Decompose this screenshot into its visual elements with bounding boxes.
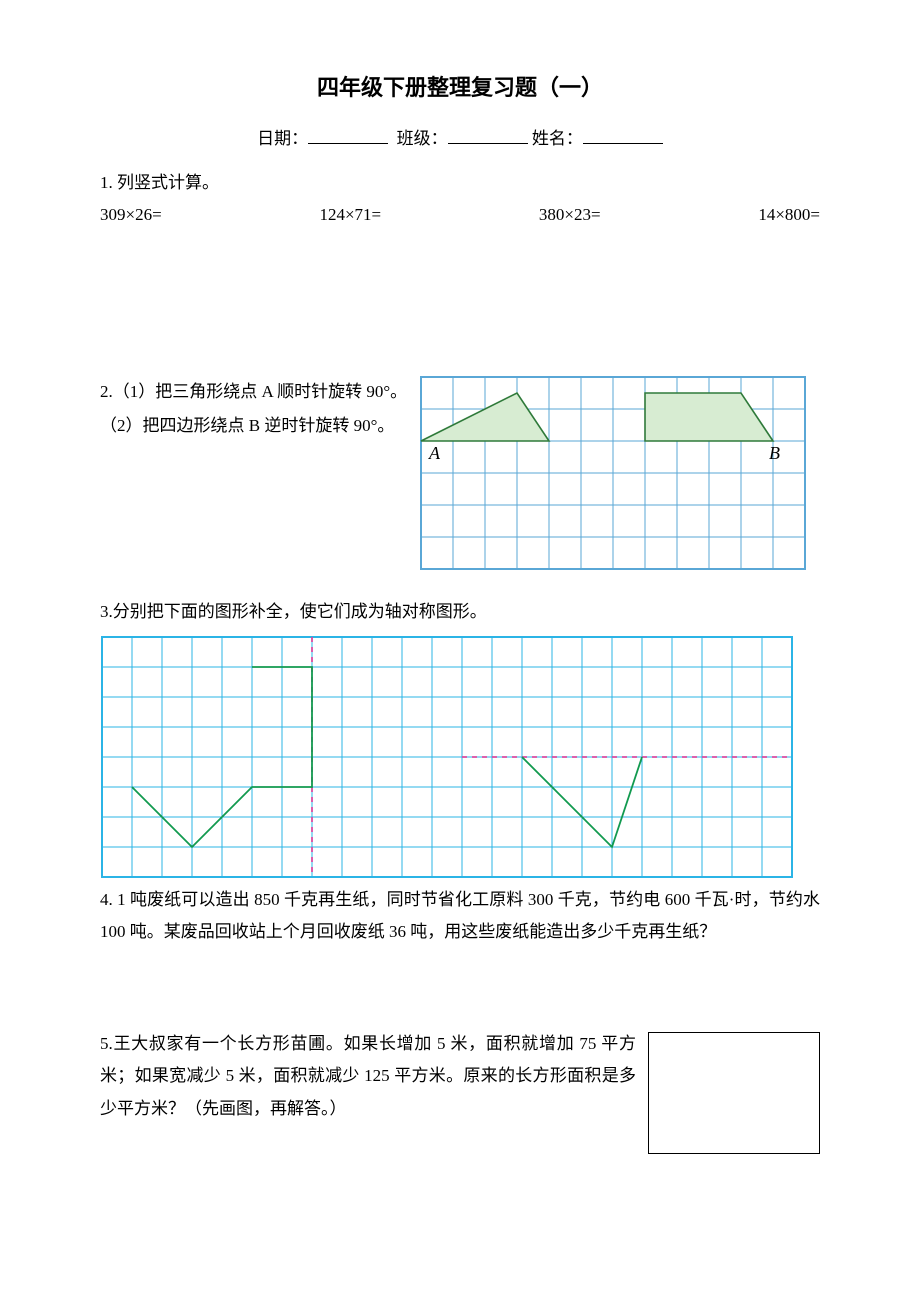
name-label: 姓名：: [532, 129, 583, 148]
q1-expr-1: 309×26=: [100, 205, 162, 225]
q3-figure: [100, 635, 820, 884]
class-blank[interactable]: [448, 126, 528, 144]
q2-figure: AB: [419, 375, 820, 576]
q2-line1: 2.（1）把三角形绕点 A 顺时针旋转 90°。: [100, 375, 407, 409]
q5-drawing-box[interactable]: [648, 1032, 820, 1154]
class-label: 班级：: [397, 129, 448, 148]
q4-text: 4. 1 吨废纸可以造出 850 千克再生纸，同时节省化工原料 300 千克，节…: [100, 884, 820, 949]
q1-expr-2: 124×71=: [319, 205, 381, 225]
page-title: 四年级下册整理复习题（一）: [100, 70, 820, 102]
q3-prompt: 3.分别把下面的图形补全，使它们成为轴对称图形。: [100, 596, 820, 628]
q1-expressions: 309×26= 124×71= 380×23= 14×800=: [100, 205, 820, 225]
meta-line: 日期： 班级： 姓名：: [100, 124, 820, 149]
q2-block: 2.（1）把三角形绕点 A 顺时针旋转 90°。 （2）把四边形绕点 B 逆时针…: [100, 375, 820, 576]
q1-expr-3: 380×23=: [539, 205, 601, 225]
q1-expr-4: 14×800=: [758, 205, 820, 225]
q1-prompt: 1. 列竖式计算。: [100, 167, 820, 199]
q2-line2: （2）把四边形绕点 B 逆时针旋转 90°。: [100, 409, 407, 443]
q5-text: 5.王大叔家有一个长方形苗圃。如果长增加 5 米，面积就增加 75 平方米；如果…: [100, 1028, 820, 1125]
name-blank[interactable]: [583, 126, 663, 144]
svg-text:B: B: [769, 443, 780, 463]
date-blank[interactable]: [308, 126, 388, 144]
q2-text: 2.（1）把三角形绕点 A 顺时针旋转 90°。 （2）把四边形绕点 B 逆时针…: [100, 375, 407, 443]
date-label: 日期：: [257, 129, 308, 148]
q5-text-content: 5.王大叔家有一个长方形苗圃。如果长增加 5 米，面积就增加 75 平方米；如果…: [100, 1034, 636, 1118]
svg-text:A: A: [428, 443, 441, 463]
